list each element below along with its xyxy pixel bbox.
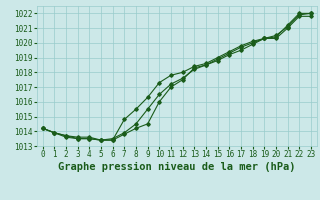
X-axis label: Graphe pression niveau de la mer (hPa): Graphe pression niveau de la mer (hPa) [58,162,296,172]
